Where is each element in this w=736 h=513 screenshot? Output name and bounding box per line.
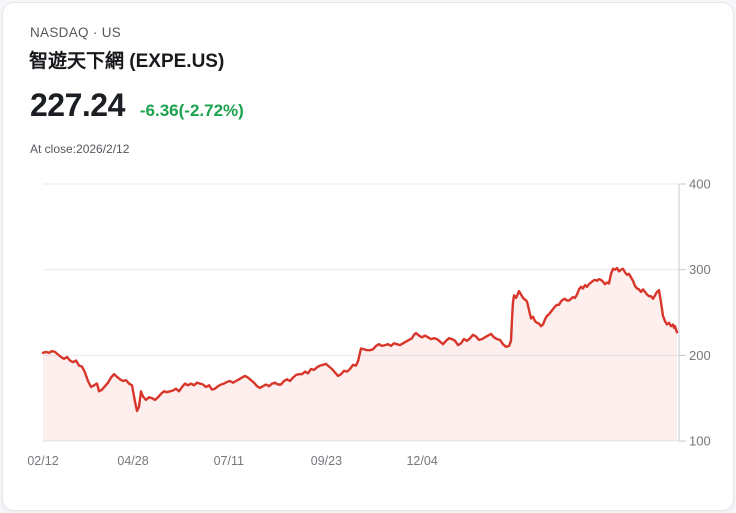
price-row: 227.24 -6.36(-2.72%) — [30, 87, 244, 124]
last-price: 227.24 — [30, 87, 125, 123]
as-of-label: At close:2026/2/12 — [30, 142, 130, 156]
stock-title: 智遊天下網 (EXPE.US) — [29, 51, 225, 72]
y-axis-label: 200 — [689, 348, 711, 363]
x-axis-label: 02/12 — [27, 454, 58, 468]
price-chart[interactable]: 400 300 200 100 02/12 04/28 07/11 09/23 12/04 — [3, 3, 734, 511]
x-axis-label: 07/11 — [214, 454, 244, 468]
y-axis-label: 100 — [689, 434, 711, 449]
x-axis-label: 04/28 — [117, 454, 148, 468]
y-axis-label: 400 — [689, 177, 711, 192]
x-axis-label: 09/23 — [311, 454, 342, 468]
y-axis-label: 300 — [689, 262, 711, 277]
x-axis-label: 12/04 — [406, 454, 437, 468]
exchange-label: NASDAQ · US — [30, 25, 122, 40]
price-change: -6.36(-2.72%) — [139, 101, 244, 120]
price-line — [41, 266, 679, 413]
